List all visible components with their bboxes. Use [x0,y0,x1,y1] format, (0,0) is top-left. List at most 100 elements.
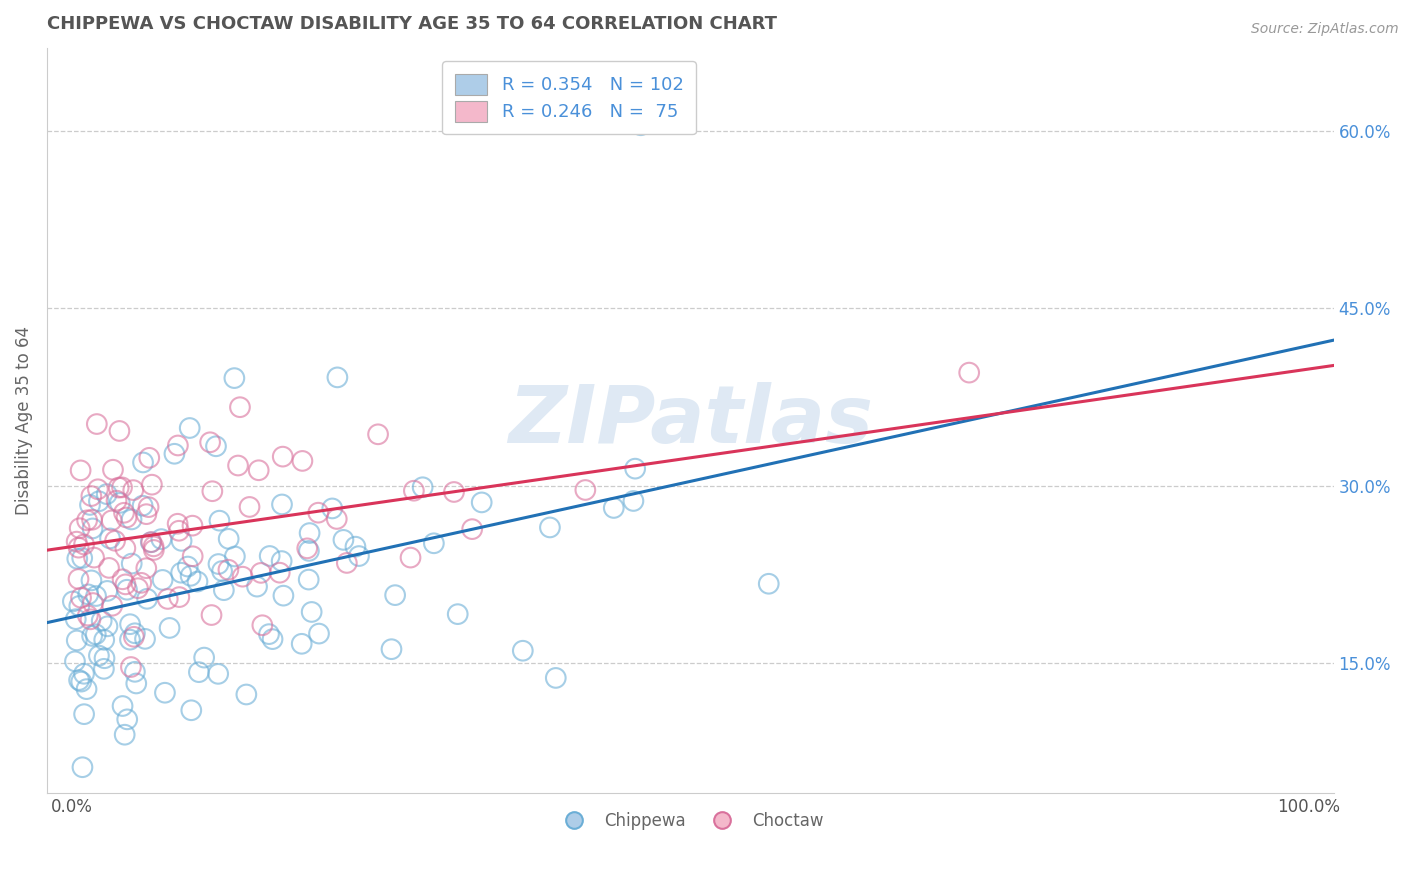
Point [67,541,90,555]
Point [630,118,652,132]
Point [574,483,596,497]
Point [142,543,165,558]
Point [76,608,98,623]
Point [224,549,246,564]
Point [63,654,86,668]
Point [271,498,294,512]
Point [447,607,470,622]
Point [122,483,145,497]
Point [67,599,90,613]
Point [120,617,142,632]
Point [250,566,273,580]
Point [252,618,274,632]
Point [170,566,193,580]
Point [152,573,174,587]
Point [96,619,118,633]
Point [207,557,229,571]
Point [93,662,115,676]
Point [105,493,128,508]
Point [69,463,91,477]
Point [121,557,143,571]
Point [159,621,181,635]
Point [224,371,246,385]
Point [83,550,105,565]
Point [180,703,202,717]
Point [167,438,190,452]
Point [98,532,121,546]
Point [298,526,321,541]
Point [271,450,294,464]
Point [187,665,209,680]
Point [235,688,257,702]
Point [380,642,402,657]
Point [80,513,103,527]
Point [84,589,107,603]
Point [76,682,98,697]
Point [129,575,152,590]
Point [259,549,281,563]
Point [73,666,96,681]
Point [115,510,138,524]
Point [118,632,141,647]
Point [246,580,269,594]
Point [114,577,136,591]
Point [247,463,270,477]
Point [298,573,321,587]
Point [73,537,96,551]
Point [114,728,136,742]
Point [758,576,780,591]
Point [624,461,647,475]
Point [153,686,176,700]
Point [177,559,200,574]
Point [336,556,359,570]
Point [198,435,221,450]
Point [538,520,561,534]
Point [141,477,163,491]
Legend: Chippewa, Choctaw: Chippewa, Choctaw [550,805,830,837]
Point [232,569,254,583]
Point [70,591,93,605]
Point [217,563,239,577]
Point [138,500,160,515]
Point [270,554,292,568]
Point [66,633,89,648]
Point [96,583,118,598]
Point [326,512,349,526]
Point [66,534,89,549]
Point [101,463,124,477]
Point [111,698,134,713]
Point [65,612,87,626]
Point [112,506,135,520]
Point [82,596,104,610]
Point [72,760,94,774]
Point [82,629,104,643]
Point [135,507,157,521]
Point [111,572,134,586]
Point [127,581,149,595]
Point [114,541,136,556]
Point [623,494,645,508]
Point [205,439,228,453]
Point [211,564,233,578]
Point [412,480,434,494]
Point [70,674,93,689]
Point [307,506,329,520]
Point [84,627,107,641]
Point [238,500,260,514]
Point [200,608,222,623]
Point [70,551,93,566]
Point [80,574,103,588]
Point [957,366,980,380]
Point [332,533,354,547]
Point [229,400,252,414]
Point [212,583,235,598]
Point [156,591,179,606]
Point [180,569,202,583]
Point [80,489,103,503]
Point [291,637,314,651]
Point [207,666,229,681]
Point [90,614,112,628]
Point [132,455,155,469]
Point [208,514,231,528]
Point [67,572,90,586]
